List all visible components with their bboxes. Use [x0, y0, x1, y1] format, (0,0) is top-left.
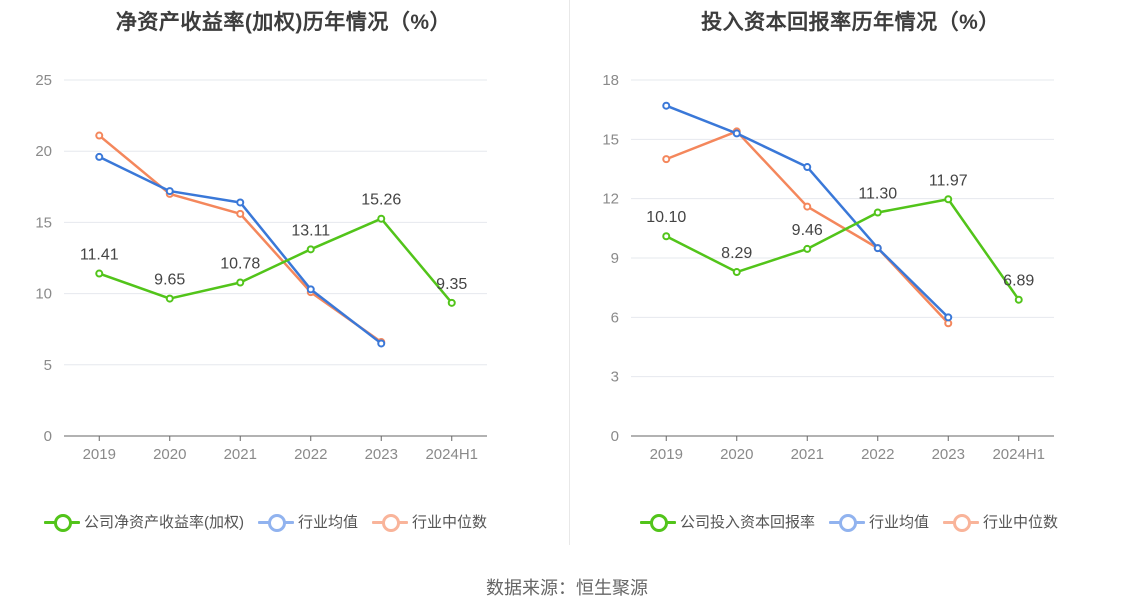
y-tick-label: 10	[35, 286, 52, 303]
data-point	[165, 187, 174, 196]
legend-item-company[interactable]: 公司投入资本回报率	[640, 511, 815, 532]
legend-marker-icon	[943, 513, 980, 532]
x-tick-label: 2022	[294, 446, 327, 463]
series-line	[98, 155, 383, 345]
y-tick-label: 5	[44, 357, 52, 374]
data-point	[95, 152, 104, 161]
data-label: 11.30	[858, 186, 897, 203]
legend-marker-icon	[829, 513, 866, 532]
data-point	[236, 278, 245, 287]
x-tick-label: 2020	[153, 446, 186, 463]
data-point	[447, 298, 456, 307]
x-tick-label: 2021	[791, 446, 824, 463]
x-tick-label: 2023	[365, 446, 398, 463]
data-source-note: 数据来源：恒生聚源	[486, 578, 648, 598]
y-tick-label: 15	[602, 131, 619, 148]
data-point	[95, 269, 104, 278]
data-point	[873, 208, 882, 217]
data-point	[95, 131, 104, 140]
legend-marker-icon	[258, 513, 294, 532]
data-point	[236, 209, 245, 218]
line-chart-roe: 0 5 10 15 20 25 2019 2020 2021 2022 2023 2024H1 11.4…	[35, 72, 487, 463]
legend-label: 行业中位数	[983, 514, 1059, 531]
data-point	[377, 214, 386, 223]
data-point	[944, 313, 953, 322]
data-point	[944, 195, 953, 204]
legend: 公司投入资本回报率 行业均值 行业中位数	[640, 511, 1072, 532]
legend-label: 行业均值	[298, 514, 359, 531]
data-label: 10.10	[646, 209, 686, 226]
legend-label: 公司净资产收益率(加权)	[84, 514, 244, 531]
x-tick-label: 2024H1	[425, 446, 478, 463]
legend-label: 行业中位数	[412, 514, 488, 531]
legend-label: 行业均值	[869, 514, 930, 531]
data-point	[803, 163, 812, 172]
data-label: 13.11	[291, 222, 330, 239]
panel-divider	[569, 0, 570, 545]
legend-item-industry-median[interactable]: 行业中位数	[372, 511, 487, 532]
series-line	[98, 217, 453, 304]
data-point	[662, 232, 671, 241]
data-label: 11.97	[929, 172, 968, 189]
data-point	[377, 339, 386, 348]
x-tick-label: 2019	[650, 446, 683, 463]
legend-marker-icon	[640, 513, 676, 532]
y-tick-label: 20	[35, 143, 52, 160]
x-tick-label: 2022	[861, 446, 894, 463]
data-point	[306, 285, 315, 294]
y-tick-label: 6	[611, 309, 619, 326]
chart-panel-roic: 投入资本回报率历年情况（%） 0 3 6 9 12 15 18 2019 2020 2021 202…	[567, 0, 1134, 612]
data-label: 6.89	[1003, 273, 1034, 290]
line-chart-roic: 0 3 6 9 12 15 18 2019 2020 2021 2022 2023 2024H1 10.1…	[602, 72, 1054, 463]
data-label: 15.26	[361, 192, 401, 209]
data-point	[662, 101, 671, 110]
legend: 公司净资产收益率(加权) 行业均值 行业中位数	[44, 511, 501, 532]
legend-item-industry-average[interactable]: 行业均值	[258, 511, 358, 532]
legend-item-industry-average[interactable]: 行业均值	[829, 511, 929, 532]
x-tick-label: 2019	[83, 446, 116, 463]
legend-marker-icon	[372, 513, 409, 532]
x-tick-label: 2021	[224, 446, 257, 463]
y-tick-label: 0	[44, 428, 52, 445]
x-tick-label: 2020	[720, 446, 753, 463]
y-tick-label: 25	[35, 72, 52, 89]
data-point	[873, 244, 882, 253]
data-point	[732, 129, 741, 138]
legend-label: 公司投入资本回报率	[680, 514, 816, 531]
chart-title: 投入资本回报率历年情况（%）	[701, 11, 1000, 34]
x-tick-label: 2024H1	[992, 446, 1045, 463]
series-line	[665, 104, 950, 319]
series-line	[665, 198, 1020, 301]
y-tick-label: 0	[611, 428, 619, 445]
legend-item-industry-median[interactable]: 行业中位数	[943, 511, 1058, 532]
legend-item-company[interactable]: 公司净资产收益率(加权)	[44, 511, 244, 532]
y-tick-label: 12	[602, 191, 619, 208]
data-point	[165, 294, 174, 303]
data-point	[803, 202, 812, 211]
data-label: 9.46	[792, 222, 823, 239]
data-point	[306, 245, 315, 254]
chart-panel-roe: 净资产收益率(加权)历年情况（%） 0 5 10 15 20 25 2019 2020 2021…	[35, 11, 501, 532]
chart-title: 净资产收益率(加权)历年情况（%）	[115, 11, 452, 34]
data-label: 11.41	[80, 247, 119, 264]
y-tick-label: 15	[35, 214, 52, 231]
data-point	[662, 155, 671, 164]
data-point	[732, 268, 741, 277]
data-point	[236, 198, 245, 207]
y-tick-label: 9	[611, 250, 619, 267]
data-label: 8.29	[721, 245, 752, 262]
data-point	[803, 244, 812, 253]
legend-marker-icon	[44, 513, 80, 532]
y-tick-label: 3	[611, 369, 619, 386]
data-label: 10.78	[220, 255, 260, 272]
x-tick-label: 2023	[932, 446, 965, 463]
data-label: 9.65	[154, 272, 185, 289]
y-tick-label: 18	[602, 72, 619, 89]
data-point	[1014, 295, 1023, 304]
data-label: 9.35	[436, 276, 467, 293]
